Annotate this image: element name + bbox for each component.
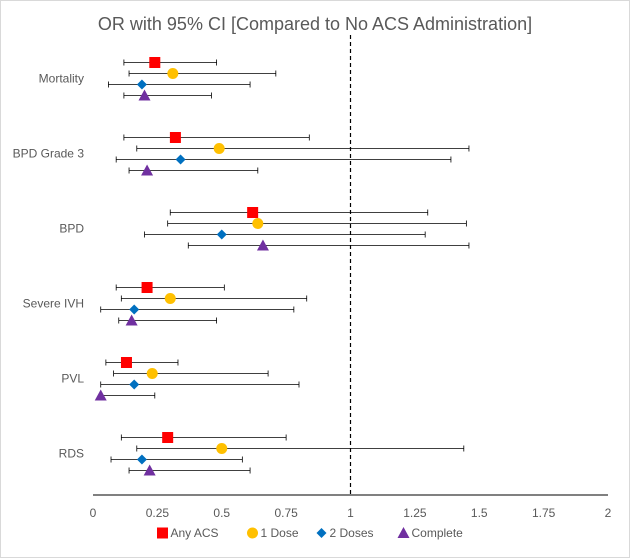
category-label-severe-ivh: Severe IVH [23,297,84,311]
x-tick-label: 0 [90,506,97,520]
x-tick-label: 1 [347,506,354,520]
legend-label-1-dose: 1 Dose [261,526,299,540]
complete-rds-point [143,464,156,476]
x-tick-label: 2 [605,506,612,520]
x-tick-label: 1.25 [403,506,427,520]
legend-label-2-doses: 2 Doses [330,526,374,540]
any-acs-severe-ivh-point [141,282,153,293]
category-label-pvl: PVL [61,372,84,386]
legend-marker-complete [397,527,410,538]
any-acs-bpd-point [247,207,259,218]
legend-marker-2-doses [316,528,327,538]
1-dose-bpd-grade-3-point [213,143,225,154]
2-doses-pvl-point [129,379,140,390]
x-tick-label: 1.5 [471,506,488,520]
category-label-bpd-grade-3: BPD Grade 3 [13,147,85,161]
category-label-rds: RDS [59,447,84,461]
legend-label-any-acs: Any ACS [171,526,219,540]
x-tick-label: 0.5 [213,506,230,520]
chart-title: OR with 95% CI [Compared to No ACS Admin… [98,14,532,34]
category-label-mortality: Mortality [39,72,84,86]
x-tick-label: 0.25 [146,506,170,520]
category-label-bpd: BPD [59,222,84,236]
any-acs-mortality-point [149,57,161,68]
2-doses-bpd-point [216,229,227,240]
x-tick-label: 1.75 [532,506,556,520]
x-tick-label: 0.75 [274,506,298,520]
legend-marker-1-dose [247,527,258,539]
2-doses-mortality-point [136,79,147,90]
1-dose-mortality-point [167,68,179,79]
complete-bpd-point [256,239,269,251]
2-doses-bpd-grade-3-point [175,154,186,165]
legend-label-complete: Complete [412,526,464,540]
complete-mortality-point [138,89,151,101]
complete-pvl-point [94,389,107,401]
plot-area: 0 0.25 0.5 0.75 1 1.25 1.5 1.75 2 Mortality BPD Gr… [13,35,612,520]
1-dose-pvl-point [146,368,158,379]
complete-bpd-grade-3-point [141,164,154,176]
1-dose-rds-point [216,443,228,454]
complete-severe-ivh-point [125,314,138,326]
1-dose-severe-ivh-point [164,293,176,304]
2-doses-severe-ivh-point [129,304,140,315]
legend-marker-any-acs [157,527,168,539]
legend: Any ACS 1 Dose 2 Doses Complete [157,526,463,540]
2-doses-rds-point [136,454,147,465]
any-acs-bpd-grade-3-point [169,132,181,143]
any-acs-rds-point [162,432,174,443]
any-acs-pvl-point [120,357,132,368]
1-dose-bpd-point [252,218,264,229]
